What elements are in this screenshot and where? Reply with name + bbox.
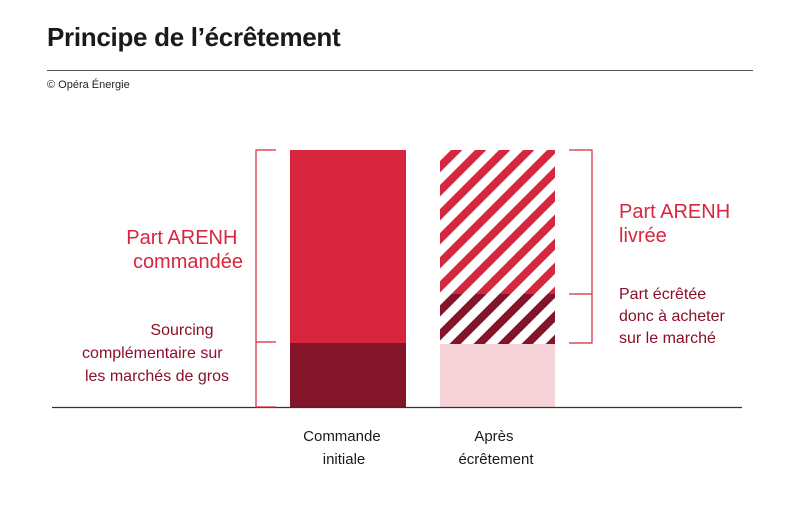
left-bar-sourcing-segment — [290, 343, 406, 407]
page-title: Principe de l’écrêtement — [47, 22, 341, 52]
copyright-note: © Opéra Énergie — [47, 79, 130, 91]
label-right-top-line-1: Part ARENH — [619, 201, 730, 223]
label-part-ecretee: Part écrêtée donc à acheter sur le march… — [619, 286, 729, 347]
category-commande-initiale: Commande initiale — [303, 428, 385, 468]
label-left-top-line-2: commandée — [133, 251, 243, 273]
right-bar-clipped-segment — [440, 294, 555, 344]
category-right-line-2: écrêtement — [458, 451, 534, 468]
label-right-middle-line-3: sur le marché — [619, 330, 716, 347]
category-right-line-1: Après — [474, 428, 513, 445]
title-divider — [47, 70, 753, 71]
label-left-bottom-line-2: complémentaire sur — [82, 345, 223, 362]
label-part-arenh-commandee: Part ARENH commandée — [126, 227, 243, 273]
category-apres-ecretement: Après écrêtement — [458, 428, 534, 468]
label-sourcing-complementaire: Sourcing complémentaire sur les marchés … — [82, 322, 229, 385]
label-right-middle-line-2: donc à acheter — [619, 308, 726, 325]
right-bar-arenh-delivered-segment — [440, 150, 555, 294]
label-left-top-line-1: Part ARENH — [126, 227, 237, 249]
label-right-middle-line-1: Part écrêtée — [619, 286, 706, 303]
label-left-bottom-line-3: les marchés de gros — [85, 368, 229, 385]
left-bar-arenh-segment — [290, 150, 406, 343]
label-left-bottom-line-1: Sourcing — [150, 322, 213, 339]
category-left-line-2: initiale — [323, 451, 366, 468]
label-right-top-line-2: livrée — [619, 225, 667, 247]
right-bar-base-segment — [440, 344, 555, 407]
label-part-arenh-livree: Part ARENH livrée — [619, 201, 736, 247]
right-bracket — [569, 149, 593, 344]
category-left-line-1: Commande — [303, 428, 381, 445]
left-bracket — [255, 149, 276, 408]
